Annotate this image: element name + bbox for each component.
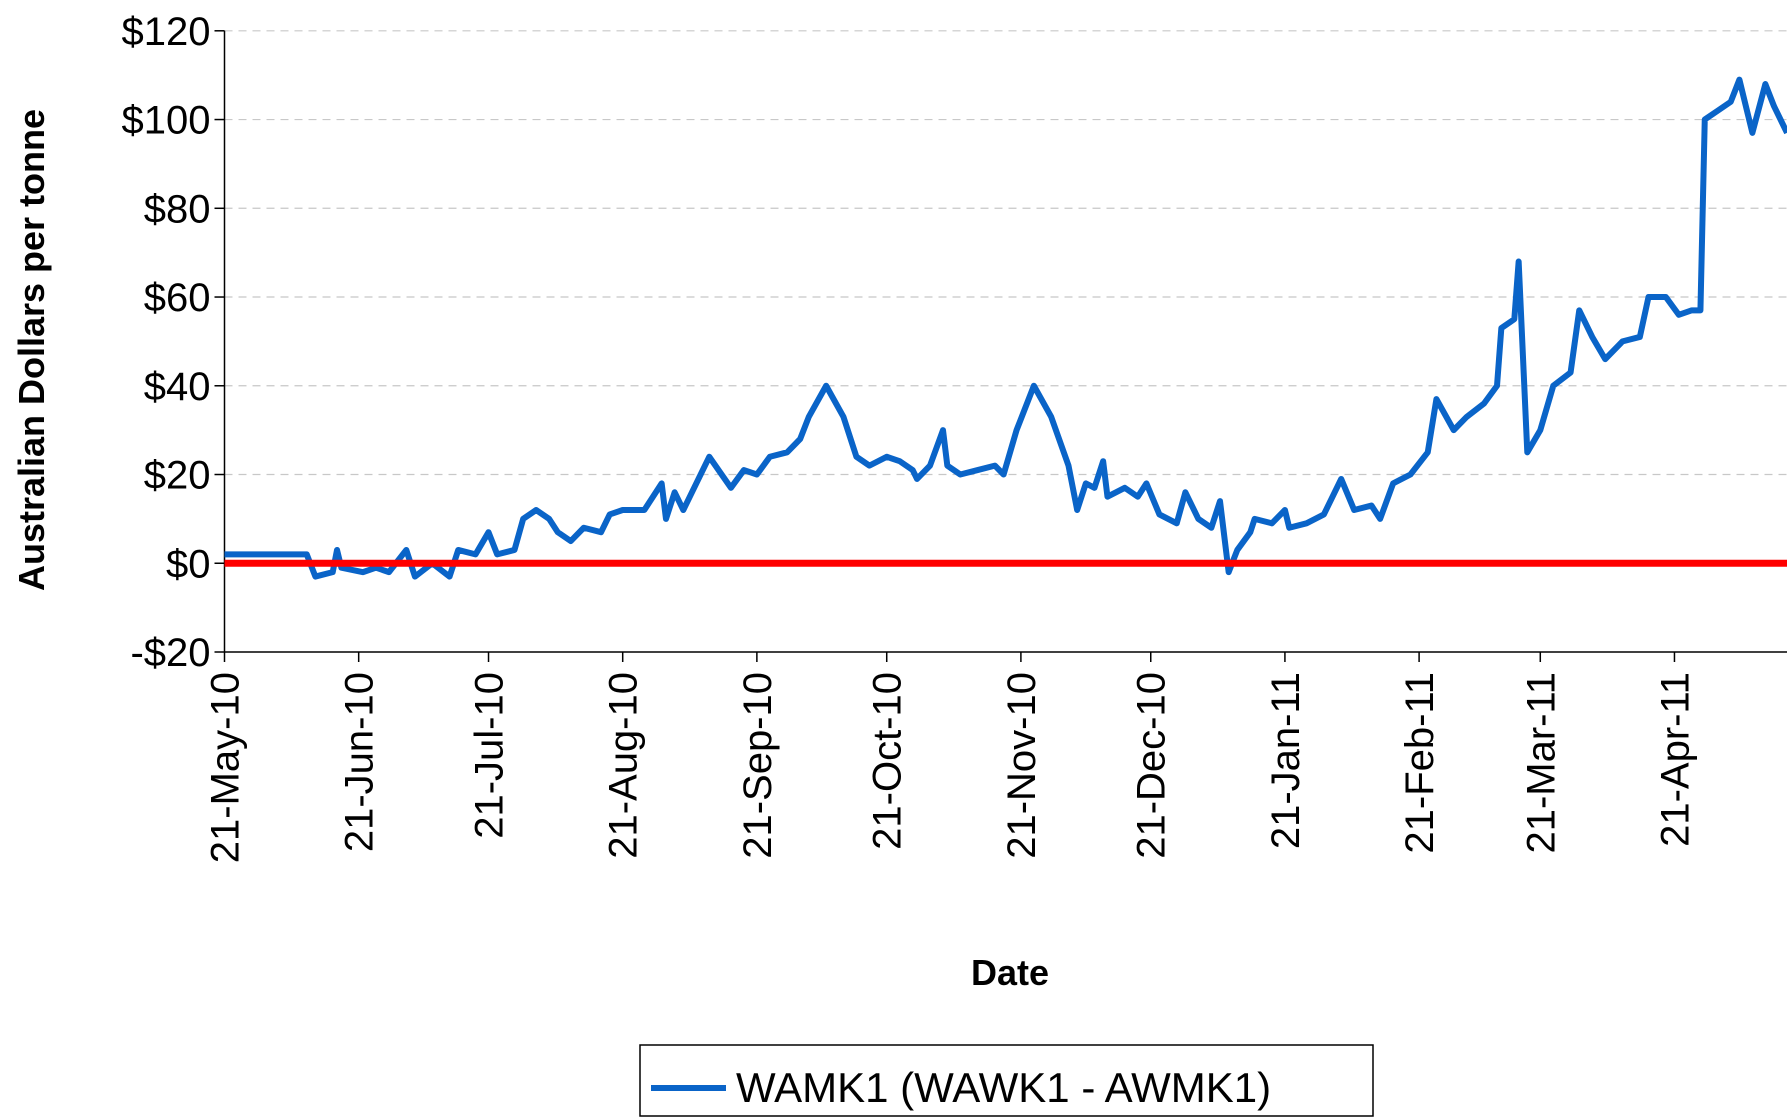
- y-tick-label: $80: [144, 187, 211, 231]
- x-tick-label: 21-Mar-11: [1519, 672, 1563, 854]
- y-tick-label: $100: [122, 99, 211, 143]
- x-axis-label: Date: [971, 952, 1049, 993]
- legend-box: [639, 1044, 1374, 1117]
- x-tick-label: 21-Jun-10: [338, 672, 382, 852]
- y-tick-label: $0: [166, 542, 211, 586]
- data-line: [224, 76, 1787, 580]
- x-tick-label: 21-Feb-11: [1398, 672, 1442, 854]
- y-tick-label: $60: [144, 276, 211, 320]
- x-tick-label: 21-Aug-10: [602, 672, 646, 859]
- y-tick-label: -$20: [130, 631, 210, 675]
- y-axis-label: Australian Dollars per tonne: [11, 109, 52, 591]
- x-tick-label: 21-Jan-11: [1264, 672, 1308, 849]
- x-tick-label: 21-Apr-11: [1653, 672, 1697, 847]
- legend-label: WAMK1 (WAWK1 - AWMK1): [736, 1064, 1271, 1111]
- y-tick-label: $120: [122, 10, 211, 54]
- x-tick-label: 21-Dec-10: [1130, 672, 1174, 859]
- y-tick-label: $20: [144, 454, 211, 498]
- x-tick-label: 21-Jul-10: [468, 672, 512, 839]
- x-tick-label: 21-Nov-10: [1000, 672, 1044, 859]
- x-tick-label: 21-Sep-10: [736, 672, 780, 859]
- x-tick-label: 21-Oct-10: [866, 672, 910, 850]
- y-tick-label: $40: [144, 365, 211, 409]
- x-tick-label: 21-May-10: [204, 672, 248, 863]
